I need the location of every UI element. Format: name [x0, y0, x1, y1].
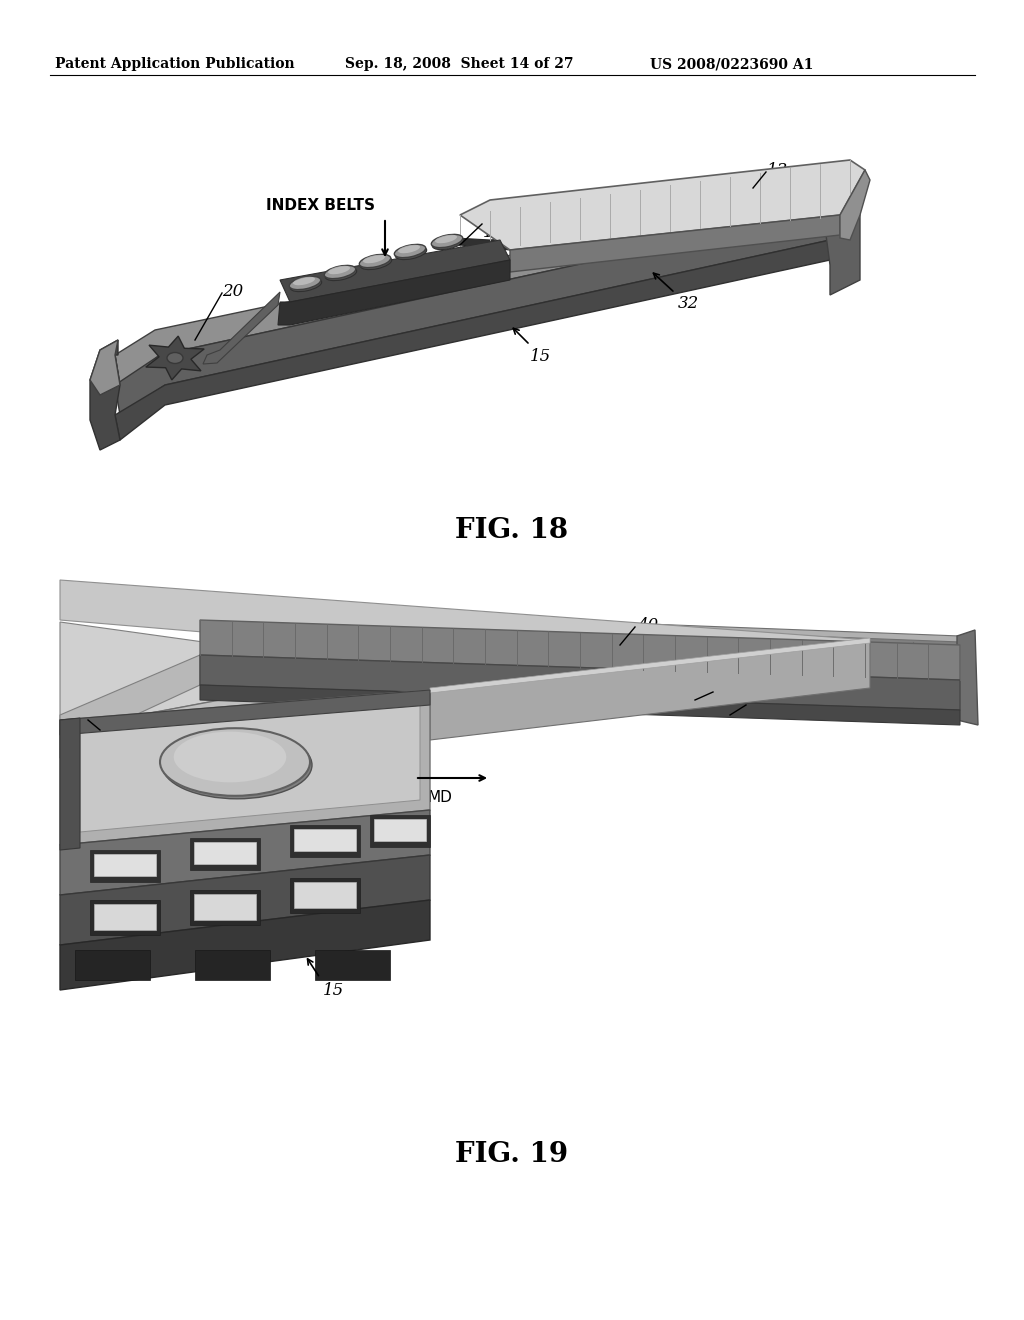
Polygon shape: [145, 337, 204, 380]
Polygon shape: [290, 878, 360, 913]
Text: 15: 15: [530, 348, 551, 366]
Text: INDEX BELTS: INDEX BELTS: [265, 198, 375, 213]
Polygon shape: [200, 655, 961, 710]
Polygon shape: [370, 814, 430, 847]
Text: FIG. 18: FIG. 18: [456, 516, 568, 544]
Ellipse shape: [174, 731, 287, 783]
Text: US 2008/0223690 A1: US 2008/0223690 A1: [650, 57, 813, 71]
Polygon shape: [374, 818, 426, 841]
Polygon shape: [94, 854, 156, 876]
Polygon shape: [280, 240, 510, 302]
Polygon shape: [200, 685, 961, 725]
Polygon shape: [957, 630, 978, 725]
Polygon shape: [510, 215, 840, 272]
Text: 13: 13: [767, 162, 788, 180]
Polygon shape: [430, 640, 870, 741]
Polygon shape: [460, 160, 865, 249]
Ellipse shape: [395, 247, 427, 260]
Polygon shape: [430, 638, 870, 693]
Polygon shape: [60, 690, 430, 735]
Text: 32: 32: [678, 294, 699, 312]
Ellipse shape: [290, 279, 322, 292]
Polygon shape: [190, 890, 260, 925]
Polygon shape: [90, 341, 120, 450]
Polygon shape: [60, 855, 430, 945]
Ellipse shape: [394, 244, 426, 257]
Polygon shape: [60, 718, 80, 850]
Polygon shape: [294, 829, 356, 851]
Ellipse shape: [364, 255, 385, 263]
Polygon shape: [70, 620, 961, 705]
Polygon shape: [315, 950, 390, 979]
Polygon shape: [190, 838, 260, 870]
Polygon shape: [200, 620, 961, 680]
Text: 32: 32: [715, 682, 736, 700]
Polygon shape: [60, 579, 870, 688]
Text: 40: 40: [637, 616, 658, 634]
Polygon shape: [115, 210, 830, 414]
Text: Patent Application Publication: Patent Application Publication: [55, 57, 295, 71]
Ellipse shape: [325, 265, 355, 279]
Polygon shape: [90, 341, 120, 395]
Polygon shape: [194, 842, 256, 865]
Polygon shape: [60, 655, 200, 750]
Text: 12: 12: [483, 224, 504, 242]
Text: MD: MD: [428, 789, 453, 805]
Polygon shape: [90, 900, 160, 935]
Text: 15: 15: [323, 982, 344, 999]
Text: Sep. 18, 2008  Sheet 14 of 27: Sep. 18, 2008 Sheet 14 of 27: [345, 57, 573, 71]
Polygon shape: [75, 950, 150, 979]
Ellipse shape: [167, 352, 183, 363]
Polygon shape: [60, 668, 870, 758]
Polygon shape: [60, 622, 870, 730]
Polygon shape: [820, 180, 855, 201]
Ellipse shape: [290, 276, 321, 289]
Ellipse shape: [328, 265, 350, 275]
Polygon shape: [115, 240, 830, 440]
Polygon shape: [840, 170, 870, 240]
Polygon shape: [90, 850, 160, 882]
Ellipse shape: [326, 268, 356, 281]
Text: 12: 12: [83, 710, 104, 727]
Ellipse shape: [398, 244, 420, 253]
Ellipse shape: [435, 235, 457, 243]
Text: 20: 20: [222, 282, 244, 300]
Ellipse shape: [360, 256, 392, 269]
Text: 13: 13: [748, 696, 769, 711]
Polygon shape: [820, 180, 860, 294]
Polygon shape: [60, 900, 430, 990]
Polygon shape: [455, 205, 840, 249]
Polygon shape: [60, 690, 430, 845]
Ellipse shape: [293, 277, 315, 285]
Polygon shape: [195, 950, 270, 979]
Polygon shape: [70, 643, 961, 744]
Text: FIG. 19: FIG. 19: [456, 1142, 568, 1168]
Polygon shape: [203, 292, 280, 364]
Polygon shape: [60, 810, 430, 895]
Polygon shape: [70, 678, 961, 768]
Polygon shape: [94, 904, 156, 931]
Polygon shape: [290, 825, 360, 857]
Ellipse shape: [359, 255, 391, 268]
Polygon shape: [194, 894, 256, 920]
Ellipse shape: [162, 731, 312, 799]
Polygon shape: [278, 260, 510, 325]
Ellipse shape: [432, 236, 464, 249]
Polygon shape: [115, 190, 830, 385]
Ellipse shape: [160, 729, 310, 796]
Polygon shape: [70, 616, 961, 682]
Polygon shape: [294, 882, 356, 908]
Polygon shape: [80, 696, 420, 832]
Ellipse shape: [431, 235, 463, 248]
